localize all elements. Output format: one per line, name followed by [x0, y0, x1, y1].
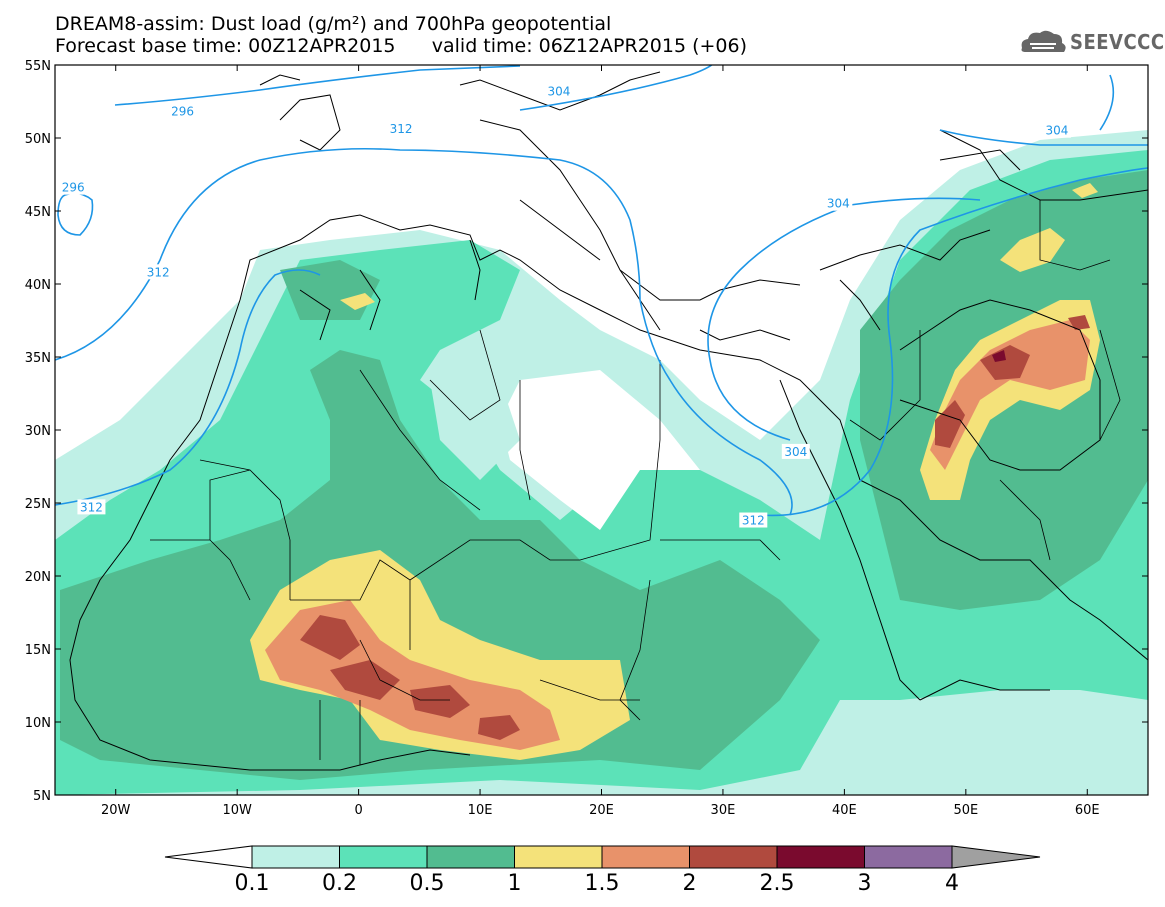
contour-label-bg [59, 179, 88, 195]
contour-label-bg [168, 103, 197, 119]
lon-label: 20E [589, 803, 614, 818]
logo-text: SEEVCCC [1070, 30, 1165, 54]
contour-label-bg [781, 443, 810, 459]
contour-label: 304 [827, 197, 850, 211]
colorbar-swatch [689, 845, 778, 869]
colorbar-tick-label: 0.2 [322, 871, 357, 896]
contour-label: 304 [1045, 124, 1068, 138]
lat-label: 35N [25, 351, 51, 366]
lon-label: 0 [354, 803, 362, 818]
contour-label: 304 [548, 84, 571, 98]
contour-label-bg [144, 264, 173, 280]
lat-label: 15N [25, 643, 51, 658]
geopotential-contours [55, 65, 1148, 517]
lon-label: 50E [953, 803, 978, 818]
lat-label: 45N [25, 205, 51, 220]
lon-label: 20W [101, 803, 131, 818]
contour-label-bg [824, 195, 853, 211]
colorbar-tick-label: 3 [858, 871, 872, 896]
contour-label: 296 [62, 181, 85, 195]
contour-label: 304 [784, 445, 807, 459]
contour-label: 312 [147, 265, 170, 279]
latitude-axis: 55N 50N 45N 40N 35N 30N 25N 20N 15N 10N 5N [25, 59, 1148, 804]
contour-label: 312 [80, 500, 103, 514]
longitude-axis: 20W 10W 0 10E 20E 30E 40E 50E 60E [101, 65, 1100, 818]
contour-label-bg [77, 499, 106, 515]
colorbar-swatch [776, 845, 865, 869]
contour-label-bg [739, 512, 768, 528]
colorbar-swatch [514, 845, 603, 869]
lat-label: 50N [25, 132, 51, 147]
contour-label: 296 [171, 105, 194, 119]
contour-labels: 296 296 304 312 304 304 312 304 312 312 [59, 83, 1071, 528]
colorbar-max-arrow [951, 845, 1041, 869]
colorbar-swatch [251, 845, 340, 869]
colorbar-swatch [601, 845, 690, 869]
contour-label: 312 [742, 514, 765, 528]
coastlines [69, 71, 1148, 771]
contour-label-bg [1042, 122, 1071, 138]
colorbar-swatch [426, 845, 515, 869]
lat-label: 25N [25, 497, 51, 512]
lon-label: 60E [1075, 803, 1100, 818]
colorbar-min-arrow [164, 845, 253, 869]
lat-label: 40N [25, 278, 51, 293]
dust-fields [55, 130, 1148, 795]
lon-label: 40E [832, 803, 857, 818]
colorbar-tick-label: 0.5 [410, 871, 445, 896]
lon-label: 10E [468, 803, 493, 818]
lat-label: 10N [25, 716, 51, 731]
colorbar-tick-label: 0.1 [235, 871, 270, 896]
lat-label: 20N [25, 570, 51, 585]
colorbar-tick-label: 2 [683, 871, 697, 896]
colorbar: 0.1 0.2 0.5 1 1.5 2 2.5 3 4 [164, 845, 1041, 896]
colorbar-tick-label: 4 [945, 871, 959, 896]
country-borders [150, 200, 1121, 765]
cloud-icon [1021, 30, 1066, 52]
lon-label: 10W [222, 803, 252, 818]
contour-label: 312 [390, 122, 413, 136]
lat-label: 55N [25, 59, 51, 74]
colorbar-swatch [864, 845, 953, 869]
colorbar-swatch [339, 845, 428, 869]
colorbar-tick-label: 2.5 [760, 871, 795, 896]
lat-label: 5N [33, 789, 51, 804]
colorbar-tick-label: 1.5 [585, 871, 620, 896]
map-title: DREAM8-assim: Dust load (g/m²) and 700hP… [55, 13, 612, 35]
lon-label: 30E [711, 803, 736, 818]
lat-label: 30N [25, 424, 51, 439]
contour-label-bg [544, 83, 573, 99]
forecast-times: Forecast base time: 00Z12APR2015 valid t… [55, 35, 748, 57]
contour-label-bg [387, 121, 416, 137]
colorbar-tick-label: 1 [508, 871, 522, 896]
